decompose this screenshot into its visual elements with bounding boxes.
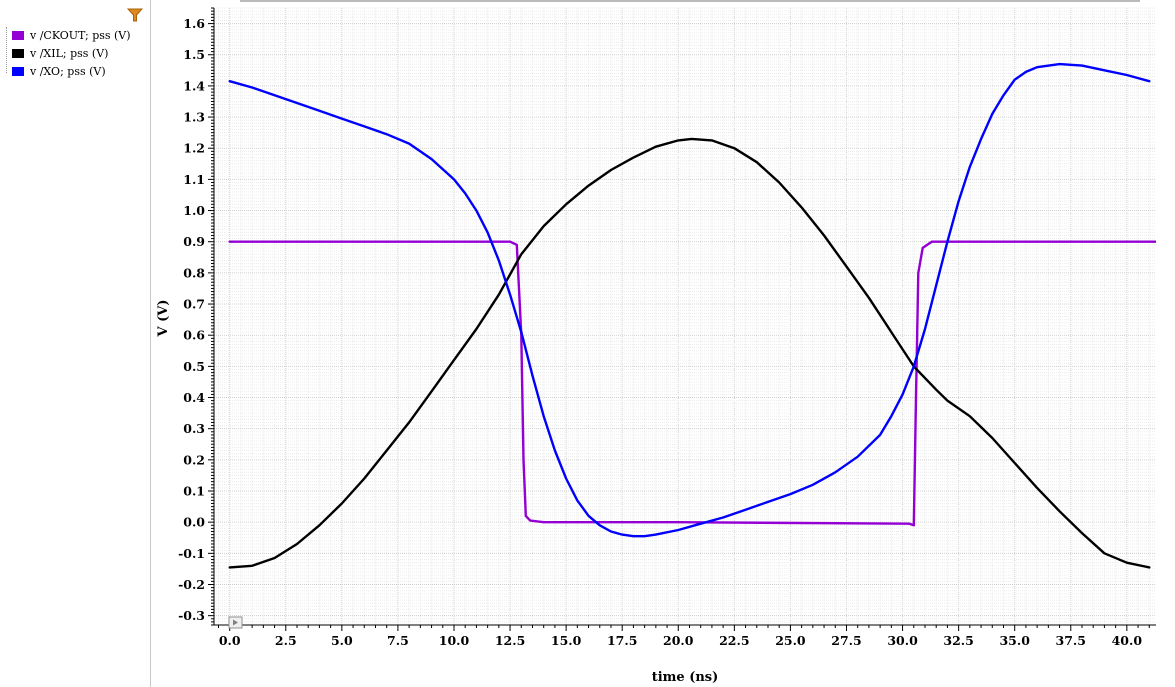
y-tick-label: 0.8 (183, 265, 205, 280)
y-tick-label: 1.4 (183, 78, 205, 93)
y-tick-label: 0.1 (183, 484, 205, 499)
plot-area[interactable] (228, 62, 1156, 569)
y-tick-label: 1.0 (183, 203, 205, 218)
y-tick-label: 0.9 (183, 234, 205, 249)
y-tick-label: 0.6 (183, 328, 205, 343)
legend-tree-line (6, 27, 8, 73)
panel-divider[interactable] (150, 0, 151, 687)
y-tick-label: 0.4 (183, 390, 205, 405)
legend-swatch (12, 48, 24, 58)
x-tick-label: 20.0 (663, 633, 694, 648)
x-tick-label: 10.0 (439, 633, 470, 648)
y-tick-label: 0.5 (183, 359, 205, 374)
y-tick-label: 0.7 (183, 297, 205, 312)
x-tick-label: 32.5 (943, 633, 973, 648)
x-tick-label: 25.0 (775, 633, 806, 648)
x-tick-label: 12.5 (495, 633, 525, 648)
expand-button[interactable] (228, 616, 243, 629)
series-line-1[interactable] (228, 240, 1156, 527)
y-tick-label: -0.3 (178, 608, 205, 623)
y-tick-label: -0.1 (178, 546, 205, 561)
x-tick-label: 40.0 (1112, 633, 1143, 648)
y-tick-label: 1.5 (183, 47, 205, 62)
x-tick-label: 22.5 (719, 633, 749, 648)
filter-icon[interactable] (127, 8, 143, 22)
x-tick-label: 35.0 (999, 633, 1030, 648)
legend-item-1[interactable]: v /CKOUT; pss (V) (12, 28, 131, 42)
x-tick-label: 5.0 (331, 633, 353, 648)
series-line-3[interactable] (228, 62, 1151, 538)
play-icon (233, 619, 238, 626)
legend-swatch (12, 66, 24, 76)
y-tick-label: 1.6 (183, 16, 205, 31)
legend-item-3[interactable]: v /XO; pss (V) (12, 64, 106, 78)
x-tick-label: 2.5 (275, 633, 297, 648)
y-tick-label: 1.2 (183, 141, 205, 156)
legend-panel: v /CKOUT; pss (V) v /XIL; pss (V) v /XO; p… (0, 0, 150, 687)
x-tick-label: 0.0 (219, 633, 241, 648)
x-tick-label: 27.5 (831, 633, 861, 648)
y-axis-title: V (V) (156, 299, 171, 337)
y-tick-label: -0.2 (178, 577, 205, 592)
legend-label: v /XIL; pss (V) (30, 46, 109, 60)
y-tick-label: 0.2 (183, 452, 205, 467)
x-tick-label: 30.0 (887, 633, 918, 648)
axes (208, 7, 1156, 631)
x-tick-label: 15.0 (551, 633, 582, 648)
legend-label: v /CKOUT; pss (V) (30, 28, 131, 42)
x-axis-title: time (ns) (652, 670, 719, 685)
tick-labels: 0.0 2.5 5.0 7.5 10.0 12.5 15.0 17.5 20.0 22.5 25.0… (178, 16, 1142, 648)
legend-item-2[interactable]: v /XIL; pss (V) (12, 46, 108, 60)
y-tick-label: 0.3 (183, 421, 205, 436)
x-tick-label: 7.5 (387, 633, 409, 648)
x-tick-label: 17.5 (607, 633, 637, 648)
grid (214, 7, 1156, 626)
x-tick-label: 37.5 (1056, 633, 1086, 648)
legend-label: v /XO; pss (V) (30, 64, 106, 78)
legend-swatch (12, 30, 24, 40)
y-tick-label: 0.0 (183, 515, 205, 530)
y-tick-label: 1.1 (183, 172, 205, 187)
y-tick-label: 1.3 (183, 110, 205, 125)
series-line-2[interactable] (228, 137, 1151, 569)
